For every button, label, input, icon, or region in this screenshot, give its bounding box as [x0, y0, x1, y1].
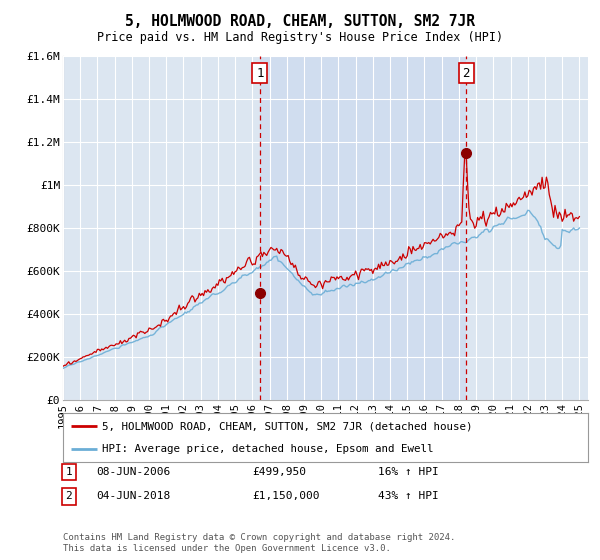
Text: 08-JUN-2006: 08-JUN-2006 — [96, 467, 170, 477]
Text: 5, HOLMWOOD ROAD, CHEAM, SUTTON, SM2 7JR: 5, HOLMWOOD ROAD, CHEAM, SUTTON, SM2 7JR — [125, 14, 475, 29]
Bar — [260, 56, 466, 400]
Text: HPI: Average price, detached house, Epsom and Ewell: HPI: Average price, detached house, Epso… — [103, 444, 434, 454]
Text: 1: 1 — [256, 67, 263, 80]
Text: £1,150,000: £1,150,000 — [252, 491, 320, 501]
Text: 5, HOLMWOOD ROAD, CHEAM, SUTTON, SM2 7JR (detached house): 5, HOLMWOOD ROAD, CHEAM, SUTTON, SM2 7JR… — [103, 422, 473, 431]
Text: Contains HM Land Registry data © Crown copyright and database right 2024.
This d: Contains HM Land Registry data © Crown c… — [63, 533, 455, 553]
Text: Price paid vs. HM Land Registry's House Price Index (HPI): Price paid vs. HM Land Registry's House … — [97, 31, 503, 44]
Text: 2: 2 — [463, 67, 470, 80]
Text: £499,950: £499,950 — [252, 467, 306, 477]
Text: 43% ↑ HPI: 43% ↑ HPI — [378, 491, 439, 501]
Text: 16% ↑ HPI: 16% ↑ HPI — [378, 467, 439, 477]
Text: 04-JUN-2018: 04-JUN-2018 — [96, 491, 170, 501]
Text: 1: 1 — [65, 467, 73, 477]
Text: 2: 2 — [65, 491, 73, 501]
